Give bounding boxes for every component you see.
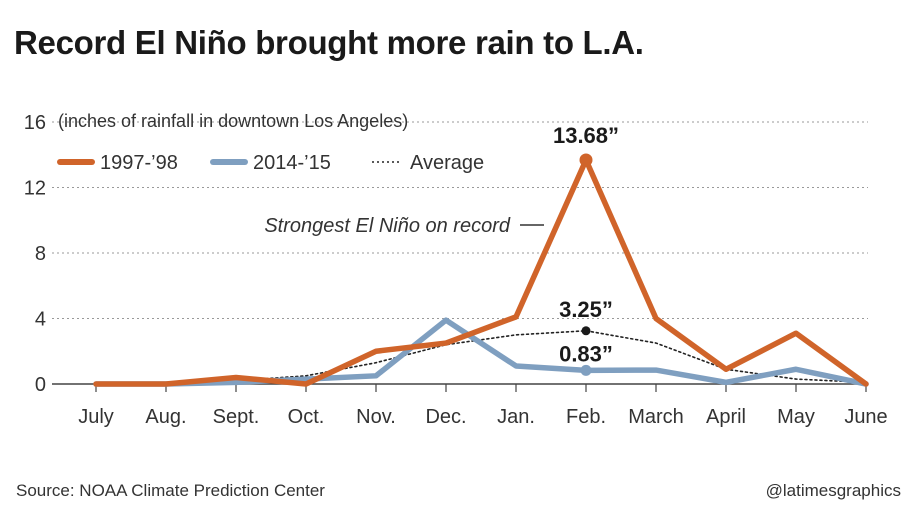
series-lines — [93, 157, 869, 387]
x-tick-label: Feb. — [566, 406, 606, 428]
x-tick-label: May — [777, 406, 815, 428]
x-tick-label: Aug. — [145, 406, 186, 428]
x-axis-ticks: July Aug. Sept. Oct. Nov. Dec. Jan. Feb. March Ap… — [78, 384, 888, 428]
x-tick-label: June — [844, 406, 887, 428]
y-tick-label: 16 — [24, 112, 46, 134]
x-tick-label: Jan. — [497, 406, 535, 428]
credit-note: @latimesgraphics — [765, 481, 901, 500]
average-label-feb: 3.25” — [559, 297, 613, 322]
chart-subtitle: (inches of rainfall in downtown Los Ange… — [58, 111, 408, 131]
y-tick-label: 4 — [35, 309, 46, 331]
x-tick-label: March — [628, 406, 684, 428]
legend-label: 2014-’15 — [253, 152, 331, 174]
series-line-0 — [93, 157, 869, 387]
x-tick-label: July — [78, 406, 114, 428]
legend-label: 1997-’98 — [100, 152, 178, 174]
y-tick-label: 0 — [35, 374, 46, 396]
x-tick-label: April — [706, 406, 746, 428]
y-tick-label: 8 — [35, 243, 46, 265]
y-tick-label: 12 — [24, 178, 46, 200]
callout-text: Strongest El Niño on record — [264, 215, 511, 237]
average-marker-feb — [581, 326, 591, 336]
series-line-2 — [95, 329, 867, 385]
x-tick-label: Nov. — [356, 406, 396, 428]
annotations: 13.68” 3.25” 0.83” Strongest El Niño on rec… — [264, 123, 619, 376]
rainfall-line-chart: 0 4 8 12 16 July Aug. Sept. Oct. Nov. Dec. Jan. Feb… — [24, 111, 888, 428]
marker-2015-feb — [580, 364, 592, 376]
source-note: Source: NOAA Climate Prediction Center — [16, 481, 325, 500]
chart-title: Record El Niño brought more rain to L.A. — [14, 24, 644, 61]
y-axis-ticks: 0 4 8 12 16 — [24, 112, 46, 396]
x-tick-label: Oct. — [288, 406, 325, 428]
peak-marker-1997 — [579, 153, 593, 167]
series-line-1 — [93, 317, 869, 387]
legend-label: Average — [410, 152, 484, 174]
x-tick-label: Dec. — [425, 406, 466, 428]
label-2015-feb: 0.83” — [559, 341, 613, 366]
peak-label-1997: 13.68” — [553, 123, 619, 148]
x-tick-label: Sept. — [213, 406, 260, 428]
legend: 1997-’98 2014-’15 Average — [57, 152, 484, 174]
